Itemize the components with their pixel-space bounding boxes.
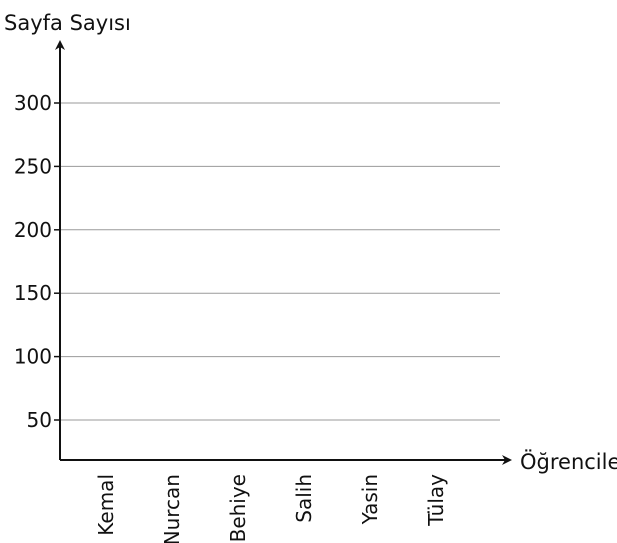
x-tick-label-2: Nurcan <box>160 474 184 543</box>
x-axis-title: Öğrenciler <box>520 449 617 474</box>
x-tick-label-3: Behiye <box>226 474 250 542</box>
y-tick-label-100: 100 <box>14 345 52 369</box>
grid-layer <box>60 102 500 421</box>
x-tick-label-4: Salih <box>292 474 316 523</box>
x-tick-label-5: Yasin <box>358 474 382 525</box>
y-axis-title: Sayfa Sayısı <box>4 11 131 35</box>
y-tick-label-150: 150 <box>14 281 52 305</box>
y-tick-labels: 50 100 150 200 250 300 <box>14 91 60 432</box>
y-tick-label-200: 200 <box>14 218 52 242</box>
y-tick-label-300: 300 <box>14 91 52 115</box>
y-tick-label-250: 250 <box>14 154 52 178</box>
x-tick-labels: Kemal Nurcan Behiye Salih Yasin Tülay <box>94 474 448 543</box>
y-tick-label-50: 50 <box>27 408 52 432</box>
x-tick-label-6: Tülay <box>424 474 448 527</box>
x-tick-label-1: Kemal <box>94 474 118 536</box>
